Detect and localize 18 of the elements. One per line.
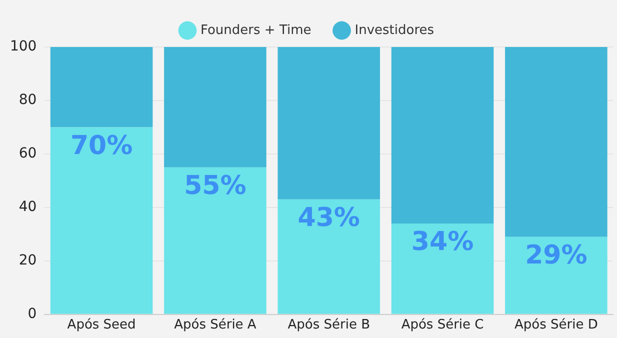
data-label: 70%	[70, 130, 133, 161]
y-tick-label: 100	[10, 38, 37, 55]
x-tick-label: Após Seed	[67, 318, 136, 333]
data-label: 43%	[298, 203, 360, 234]
y-tick-label: 60	[18, 146, 37, 162]
y-tick-label: 80	[18, 92, 37, 108]
data-label: 55%	[184, 171, 246, 202]
x-tick-label: Após Série A	[174, 318, 256, 333]
x-tick-label: Após Série D	[514, 318, 598, 333]
x-tick-label: Após Série B	[288, 318, 370, 333]
y-tick-label: 0	[28, 306, 37, 322]
x-tick-label: Após Série C	[401, 318, 484, 333]
legend-label: Investidores	[354, 22, 434, 38]
data-label: 29%	[525, 240, 588, 271]
y-tick-label: 40	[18, 199, 37, 216]
y-tick-label: 20	[18, 252, 37, 269]
legend-label: Founders + Time	[200, 22, 312, 38]
data-label: 34%	[411, 227, 474, 258]
